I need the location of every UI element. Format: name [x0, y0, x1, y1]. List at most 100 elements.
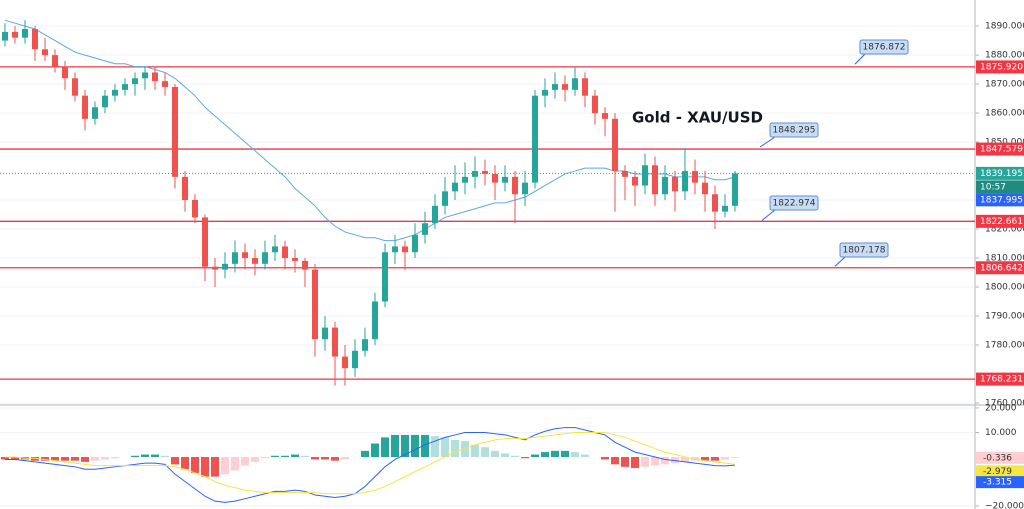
candle-body	[312, 269, 318, 340]
histogram-bar	[681, 457, 689, 462]
histogram-bar	[1, 457, 9, 460]
histogram-bar	[391, 434, 399, 457]
candle-body	[12, 31, 18, 38]
candle-body	[292, 258, 298, 261]
level-tag	[976, 372, 1024, 386]
histogram-bar	[491, 450, 499, 457]
candle-body	[72, 78, 78, 96]
y-tick-label: −20.000	[985, 502, 1024, 509]
histogram-bar	[721, 457, 729, 460]
level-tag-label: 1806.642	[980, 263, 1023, 273]
candle-body	[152, 72, 158, 82]
candle-body	[632, 176, 638, 186]
last-price-tag	[976, 166, 1024, 180]
histogram-bar	[91, 457, 99, 461]
candle-body	[612, 118, 618, 172]
callout-arrow	[854, 53, 866, 65]
histogram-bar	[621, 457, 629, 467]
histogram-bar	[731, 457, 739, 458]
candle-body	[722, 205, 728, 212]
signal-tag-label: -2.979	[983, 467, 1012, 477]
y-tick-label: 1860.000	[985, 109, 1024, 119]
candle-body	[82, 95, 88, 119]
callout-box	[859, 39, 909, 55]
candle-body	[492, 173, 498, 183]
histogram-bar	[181, 457, 189, 470]
candle-body	[262, 252, 268, 264]
candle-body	[702, 182, 708, 195]
histogram-bar	[651, 457, 659, 466]
histogram-bar	[601, 457, 609, 460]
y-tick-label: 1780.000	[985, 340, 1024, 350]
candle-body	[332, 327, 338, 357]
candle-body	[212, 266, 218, 270]
histogram-bar	[101, 457, 109, 460]
level-tag	[976, 261, 1024, 275]
histogram-bar	[141, 454, 149, 457]
histogram-bar	[61, 457, 69, 461]
candle-body	[462, 176, 468, 183]
level-tag	[976, 142, 1024, 156]
candle-body	[102, 95, 108, 108]
hist-tag-label: -0.336	[983, 453, 1012, 463]
histogram-bar	[371, 443, 379, 457]
histogram-bar	[171, 457, 179, 465]
histogram-bar	[451, 439, 459, 457]
histogram-bar	[281, 455, 289, 457]
candle-body	[432, 205, 438, 224]
candle-body	[42, 49, 48, 56]
callout-box	[769, 122, 819, 138]
y-tick-label: 1800.000	[985, 283, 1024, 293]
hist-tag	[976, 451, 1024, 464]
candle-body	[602, 113, 608, 119]
level-tag-label: 1822.661	[980, 217, 1023, 227]
candle-body	[62, 66, 68, 79]
histogram-bar	[151, 454, 159, 457]
histogram-bar	[191, 457, 199, 473]
histogram-bar	[501, 453, 509, 457]
candle-body	[682, 171, 688, 192]
histogram-bar	[521, 457, 529, 459]
histogram-bar	[431, 436, 439, 457]
macd-tag-label: -3.315	[983, 478, 1012, 488]
candle-body	[622, 171, 628, 177]
callout-label: 1848.295	[773, 126, 816, 136]
ma-label: 1837.995	[980, 195, 1023, 205]
y-tick-label: 1870.000	[985, 80, 1024, 90]
candle-body	[322, 327, 328, 340]
histogram-bar	[81, 457, 89, 462]
candle-body	[442, 191, 448, 206]
y-tick-label: 1890.000	[985, 22, 1024, 32]
candle-body	[202, 217, 208, 267]
histogram-bar	[161, 455, 169, 457]
candle-body	[562, 84, 568, 90]
y-tick-label: 1760.000	[985, 398, 1024, 408]
countdown-tag	[976, 180, 1024, 194]
candle-body	[732, 173, 738, 206]
histogram-bar	[341, 457, 349, 460]
histogram-bar	[551, 450, 559, 457]
candle-body	[672, 176, 678, 192]
candle-body	[22, 28, 28, 38]
level-tag-label: 1768.231	[980, 375, 1023, 385]
y-tick-label: 20.000	[985, 403, 1017, 413]
candle-body	[192, 200, 198, 218]
histogram-bar	[701, 457, 709, 461]
histogram-bar	[581, 454, 589, 457]
candle-body	[282, 246, 288, 259]
callout-box	[769, 195, 819, 211]
macd-tag	[976, 476, 1024, 489]
candle-body	[452, 182, 458, 192]
candle-body	[652, 165, 658, 195]
candle-body	[412, 234, 418, 253]
histogram-bar	[321, 457, 329, 460]
candle-body	[642, 165, 648, 186]
histogram-bar	[631, 457, 639, 469]
candle-body	[542, 89, 548, 96]
histogram-bar	[261, 457, 269, 459]
histogram-bar	[421, 434, 429, 457]
candle-body	[2, 31, 8, 41]
level-tag-label: 1875.920	[980, 62, 1023, 72]
histogram-bar	[201, 457, 209, 477]
